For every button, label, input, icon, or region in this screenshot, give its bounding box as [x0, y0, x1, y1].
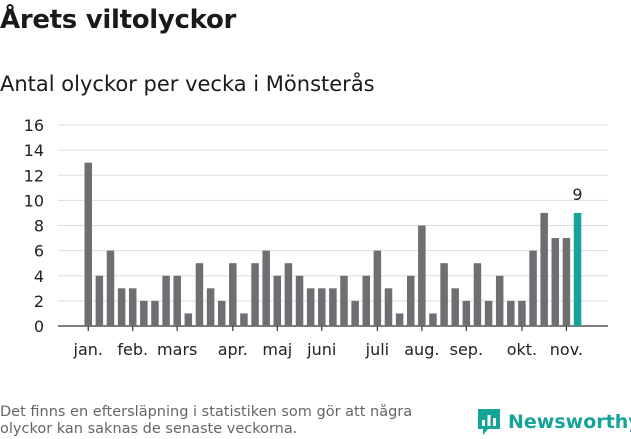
bar — [206, 288, 215, 326]
y-tick-label: 10 — [24, 191, 44, 210]
x-tick-label: aug. — [404, 340, 439, 359]
y-tick-label: 2 — [34, 292, 44, 311]
y-tick-label: 14 — [24, 141, 44, 160]
x-tick-label: juli — [365, 340, 389, 359]
bar — [151, 300, 159, 326]
brand-name: Newsworthy — [508, 411, 631, 433]
bar — [362, 275, 370, 326]
bar — [540, 212, 548, 326]
bar — [340, 275, 348, 326]
bar-highlight — [573, 212, 582, 326]
bar — [195, 263, 204, 326]
y-tick-label: 4 — [34, 267, 44, 286]
bar — [84, 162, 92, 326]
bar — [284, 263, 293, 326]
bar — [128, 288, 137, 326]
bar — [162, 275, 170, 326]
bar — [173, 275, 181, 326]
highlight-value-label: 9 — [572, 185, 582, 204]
bar — [273, 275, 282, 326]
newsworthy-logo-icon — [478, 409, 500, 435]
bar — [262, 250, 270, 326]
bar — [106, 250, 115, 326]
bar — [406, 275, 415, 326]
bar — [495, 275, 504, 326]
bar — [318, 288, 326, 326]
x-tick-label: nov. — [550, 340, 583, 359]
bar — [562, 238, 571, 326]
bar — [551, 238, 560, 326]
bar — [295, 275, 304, 326]
y-tick-label: 16 — [24, 116, 44, 135]
chart-subtitle: Antal olyckor per vecka i Mönsterås — [0, 72, 375, 96]
x-tick-label: mars — [157, 340, 197, 359]
x-tick-label: maj — [262, 340, 292, 359]
bar — [462, 300, 471, 326]
bar — [418, 225, 426, 326]
bar — [229, 263, 237, 326]
bar — [395, 313, 404, 326]
bar — [140, 300, 148, 326]
bar — [184, 313, 193, 326]
x-tick-label: juni — [306, 340, 336, 359]
bar — [251, 263, 259, 326]
chart-title: Årets viltolyckor — [0, 5, 237, 35]
bar — [507, 300, 515, 326]
y-tick-label: 6 — [34, 242, 44, 261]
x-tick-label: apr. — [218, 340, 248, 359]
bar — [429, 313, 437, 326]
x-tick-label: okt. — [507, 340, 537, 359]
x-tick-label: sep. — [450, 340, 483, 359]
y-tick-label: 12 — [24, 166, 44, 185]
bar — [518, 300, 526, 326]
y-tick-label: 8 — [34, 217, 44, 236]
bar — [473, 263, 482, 326]
bar — [217, 300, 226, 326]
bar — [117, 288, 126, 326]
bar — [240, 313, 248, 326]
y-tick-label: 0 — [34, 317, 44, 336]
footnote: Det finns en eftersläpning i statistiken… — [0, 404, 413, 437]
x-tick-label: feb. — [117, 340, 148, 359]
x-tick-label: jan. — [73, 340, 103, 359]
bar — [440, 263, 448, 326]
bar — [329, 288, 337, 326]
bar-chart: 0 2 4 6 8 10 12 14 16 9 jan. feb. mars apr. maj juni jul… — [24, 116, 608, 359]
bar — [451, 288, 459, 326]
bar — [529, 250, 537, 326]
brand-logo: Newsworthy — [476, 406, 631, 438]
bar — [484, 300, 493, 326]
bar — [384, 288, 393, 326]
bar — [373, 250, 382, 326]
bar — [306, 288, 315, 326]
bar — [351, 300, 359, 326]
bar — [95, 275, 104, 326]
